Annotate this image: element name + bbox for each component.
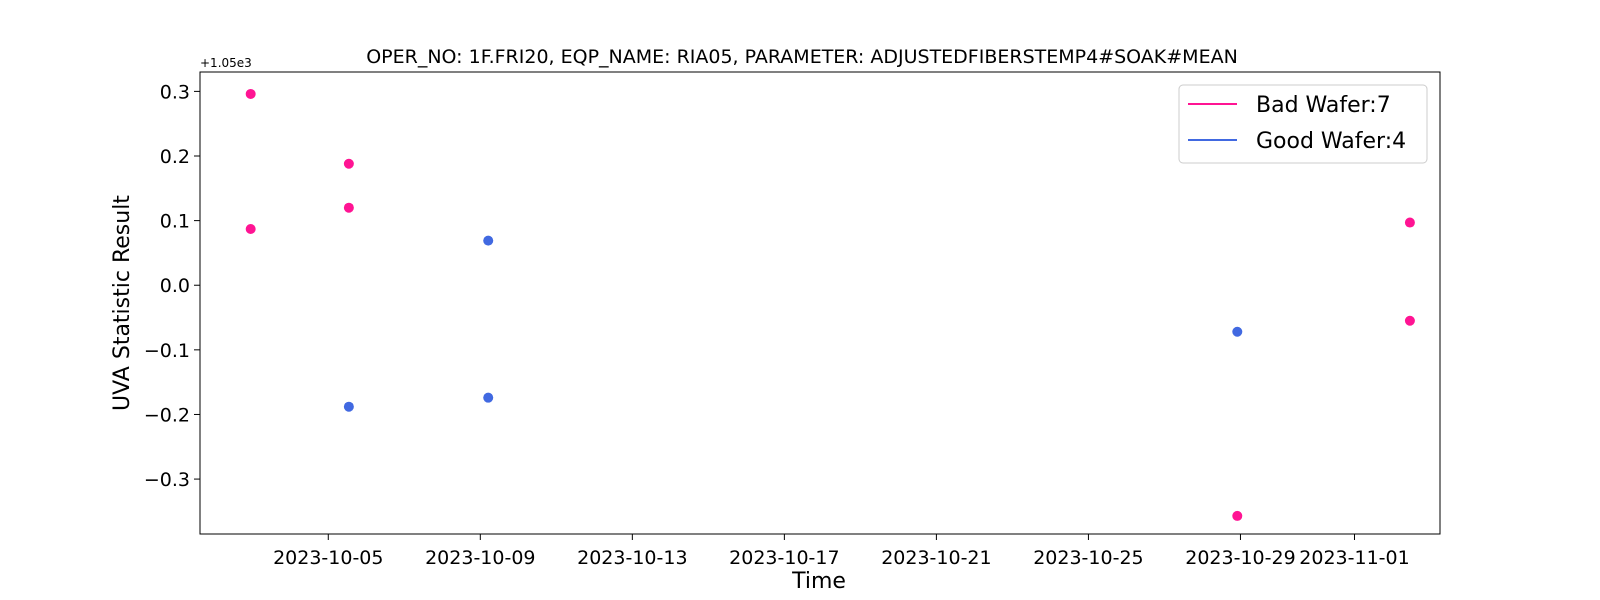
good-wafer-point bbox=[343, 401, 354, 412]
x-axis-label: Time bbox=[791, 569, 846, 594]
y-tick-label: 0.1 bbox=[160, 211, 190, 233]
data-points bbox=[245, 88, 1415, 521]
x-tick-label: 2023-10-09 bbox=[425, 547, 535, 569]
x-tick-label: 2023-10-25 bbox=[1033, 547, 1143, 569]
y-offset-label: +1.05e3 bbox=[200, 56, 252, 70]
bad-wafer-point bbox=[1232, 510, 1243, 521]
x-tick-label: 2023-10-05 bbox=[273, 547, 383, 569]
legend-box bbox=[1178, 84, 1428, 164]
legend: Bad Wafer:7 Good Wafer:4 bbox=[1178, 84, 1428, 164]
good-wafer-point bbox=[483, 235, 494, 246]
y-tick-label: 0.0 bbox=[160, 275, 190, 297]
y-axis-label: UVA Statistic Result bbox=[110, 195, 135, 411]
x-tick-label: 2023-10-13 bbox=[577, 547, 687, 569]
y-tick-label: 0.3 bbox=[160, 81, 190, 103]
x-tick-label: 2023-11-01 bbox=[1299, 547, 1409, 569]
y-axis: 0.3 0.2 0.1 0.0 −0.1 −0.2 −0.3 bbox=[144, 81, 200, 491]
y-tick-label: 0.2 bbox=[160, 146, 190, 168]
y-tick-label: −0.1 bbox=[144, 340, 190, 362]
good-wafer-point bbox=[1232, 326, 1243, 337]
legend-label-good-wafer: Good Wafer:4 bbox=[1256, 129, 1406, 154]
y-tick-label: −0.3 bbox=[144, 469, 190, 491]
y-tick-label: −0.2 bbox=[144, 404, 190, 426]
bad-wafer-point bbox=[343, 202, 354, 213]
bad-wafer-point bbox=[343, 158, 354, 169]
bad-wafer-point bbox=[245, 88, 256, 99]
bad-wafer-point bbox=[245, 224, 256, 235]
x-tick-label: 2023-10-29 bbox=[1185, 547, 1295, 569]
x-tick-label: 2023-10-17 bbox=[729, 547, 839, 569]
bad-wafer-point bbox=[1404, 217, 1415, 228]
chart-title: OPER_NO: 1F.FRI20, EQP_NAME: RIA05, PARA… bbox=[366, 46, 1238, 68]
x-axis: 2023-10-05 2023-10-09 2023-10-13 2023-10-17… bbox=[273, 534, 1410, 569]
bad-wafer-point bbox=[1404, 315, 1415, 326]
x-tick-label: 2023-10-21 bbox=[881, 547, 991, 569]
good-wafer-point bbox=[483, 392, 494, 403]
legend-label-bad-wafer: Bad Wafer:7 bbox=[1256, 93, 1391, 118]
plot-area bbox=[199, 71, 1441, 535]
